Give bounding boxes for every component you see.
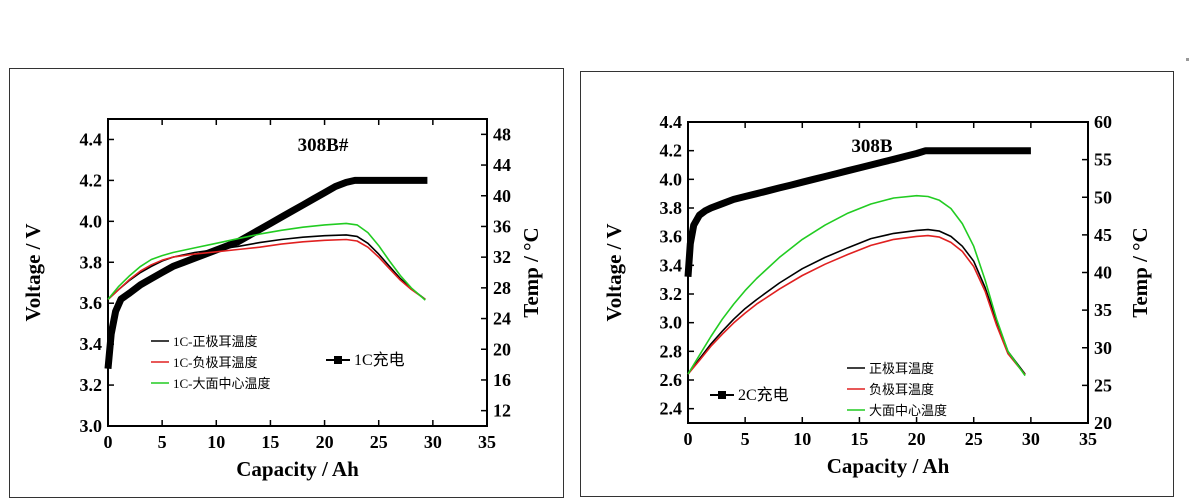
y-left-tick-label: 3.8 [660, 198, 683, 218]
y-left-tick-label: 3.6 [660, 227, 683, 247]
y-right-tick-label: 28 [493, 278, 511, 298]
chart-right: 308B 0 5 10 15 20 25 30 35 2.4 2.6 2.8 3.0 3.2 3.4 3.6… [602, 112, 1152, 478]
y-right-tick-label: 20 [1094, 413, 1112, 433]
y-left-tick-label: 2.6 [660, 370, 683, 390]
x-tick-label: 10 [207, 432, 225, 452]
y-right-tick-label: 50 [1094, 187, 1112, 207]
y-left-tick-label: 4.0 [80, 211, 103, 231]
x-tick-label: 10 [793, 429, 811, 449]
series-line-3 [107, 222, 426, 301]
y-right-tick-label: 36 [493, 216, 511, 236]
y-left-tick-label: 2.4 [660, 399, 683, 419]
chart-panel-left: 308B# 0 5 10 15 20 25 30 35 3.0 3.2 3.4 3.6 3.8 4.0 4.… [9, 68, 564, 498]
series-line-3 [687, 194, 1026, 377]
legend-label: 负极耳温度 [869, 382, 934, 397]
y-left-axis-title: Voltage / V [21, 223, 45, 321]
legend-label: 1C-正极耳温度 [173, 334, 258, 349]
y-right-axis-title: Temp / °C [519, 227, 543, 317]
x-tick-label: 0 [684, 429, 693, 449]
y-right-tick-label: 20 [493, 339, 511, 359]
y-left-tick-label: 3.4 [80, 334, 103, 354]
x-tick-label: 30 [424, 432, 442, 452]
y-right-tick-label: 48 [493, 124, 511, 144]
y-left-axis-title: Voltage / V [602, 223, 626, 321]
y-right-tick-label: 12 [493, 401, 511, 421]
x-tick-label: 25 [370, 432, 388, 452]
y-right-tick-label: 60 [1094, 112, 1112, 132]
y-left-tick-label: 3.8 [80, 252, 103, 272]
series-line-2 [687, 234, 1026, 376]
series-line-0 [104, 176, 428, 370]
y-right-tick-label: 40 [1094, 263, 1112, 283]
chart-title: 308B# [298, 135, 349, 156]
y-right-tick-label: 16 [493, 370, 511, 390]
chart-left: 308B# 0 5 10 15 20 25 30 35 3.0 3.2 3.4 3.6 3.8 4.0 4.… [21, 118, 543, 481]
series-line-2 [107, 238, 426, 301]
y-left-tick-label: 3.4 [660, 255, 683, 275]
y-left-tick-label: 3.2 [660, 284, 683, 304]
y-right-axis-title: Temp / °C [1128, 227, 1152, 317]
y-left-tick-label: 4.4 [80, 129, 103, 149]
y-left-tick-label: 2.8 [660, 341, 683, 361]
legend-label: 2C充电 [738, 386, 789, 404]
y-left-tick-label: 4.2 [80, 170, 103, 190]
y-right-tick-label: 35 [1094, 300, 1112, 320]
legend-label: 大面中心温度 [869, 403, 947, 418]
series-line-1 [687, 228, 1026, 375]
y-right-tick-label: 44 [493, 155, 511, 175]
y-left-tick-label: 3.0 [80, 416, 103, 436]
series-line-0 [684, 147, 1031, 278]
legend-marker [334, 356, 342, 364]
plot-frame [687, 121, 1089, 424]
x-tick-label: 35 [478, 432, 496, 452]
x-tick-label: 15 [850, 429, 868, 449]
y-left-tick-label: 4.0 [660, 169, 683, 189]
plot-frame [107, 118, 488, 427]
x-tick-label: 25 [965, 429, 983, 449]
x-tick-label: 30 [1022, 429, 1040, 449]
y-right-tick-label: 24 [493, 309, 511, 329]
y-right-tick-label: 40 [493, 186, 511, 206]
stray-mark [1186, 58, 1189, 61]
x-axis-title: Capacity / Ah [827, 454, 950, 478]
legend-label: 1C-大面中心温度 [173, 376, 271, 391]
x-tick-label: 0 [104, 432, 113, 452]
y-left-tick-label: 3.2 [80, 375, 103, 395]
legend-label: 正极耳温度 [869, 361, 934, 376]
x-tick-label: 20 [316, 432, 334, 452]
x-axis-title: Capacity / Ah [236, 457, 359, 481]
y-left-tick-label: 3.6 [80, 293, 103, 313]
y-left-tick-label: 3.0 [660, 313, 683, 333]
x-tick-label: 15 [261, 432, 279, 452]
chart-panel-right: 308B 0 5 10 15 20 25 30 35 2.4 2.6 2.8 3.0 3.2 3.4 3.6… [580, 71, 1174, 497]
x-tick-label: 35 [1079, 429, 1097, 449]
y-right-tick-label: 30 [1094, 338, 1112, 358]
y-left-tick-label: 4.4 [660, 112, 683, 132]
y-left-tick-label: 4.2 [660, 141, 683, 161]
y-right-tick-label: 45 [1094, 225, 1112, 245]
x-tick-label: 5 [158, 432, 167, 452]
y-right-tick-label: 25 [1094, 375, 1112, 395]
y-right-tick-label: 55 [1094, 150, 1112, 170]
y-right-tick-label: 32 [493, 247, 511, 267]
legend-label: 1C充电 [354, 351, 405, 369]
x-tick-label: 5 [741, 429, 750, 449]
chart-title: 308B [851, 136, 893, 157]
legend-marker [718, 391, 726, 399]
legend-label: 1C-负极耳温度 [173, 355, 258, 370]
x-tick-label: 20 [908, 429, 926, 449]
series-line-1 [107, 234, 426, 301]
